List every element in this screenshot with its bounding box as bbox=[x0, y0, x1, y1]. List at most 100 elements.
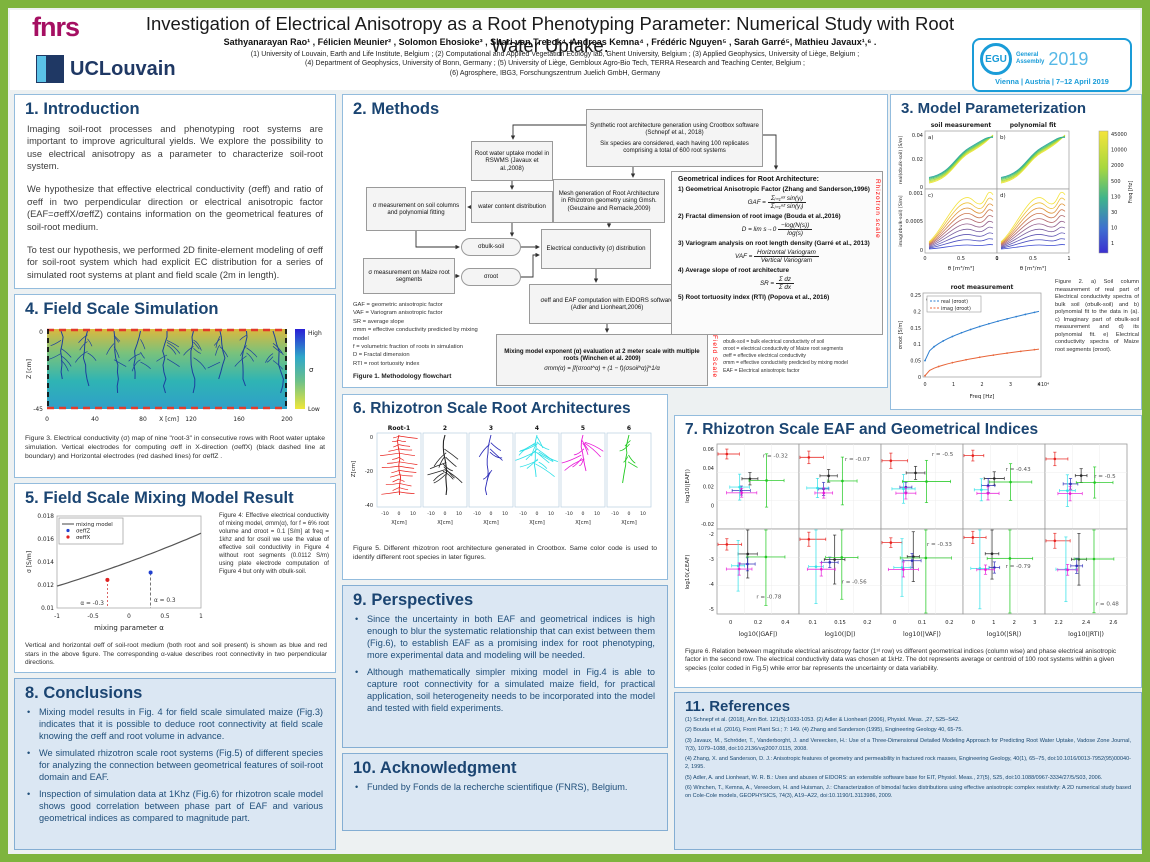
svg-text:X[cm]: X[cm] bbox=[575, 520, 591, 526]
svg-text:3: 3 bbox=[489, 425, 493, 432]
figure6-scatter-grid: log10(|EAF|) log10(∠EAF) 0.06 0.04 0.02 0 -0.0… bbox=[684, 443, 1128, 638]
svg-text:-10: -10 bbox=[381, 511, 389, 517]
perspectives-title: 9. Perspectives bbox=[353, 591, 474, 609]
svg-text:10: 10 bbox=[640, 511, 646, 517]
index-item: 2) Fractal dimension of root image (Boud… bbox=[678, 213, 841, 237]
svg-text:r = -0.78: r = -0.78 bbox=[756, 595, 781, 601]
svg-text:4: 4 bbox=[1037, 382, 1040, 388]
svg-text:2.6: 2.6 bbox=[1109, 620, 1117, 626]
ack-bullet: Funded by Fonds de la recherche scientif… bbox=[343, 780, 667, 797]
svg-text:1: 1 bbox=[1067, 256, 1070, 262]
methods-title: 2. Methods bbox=[353, 100, 440, 118]
svg-text:1: 1 bbox=[199, 614, 203, 620]
svg-text:mixing model: mixing model bbox=[76, 522, 113, 528]
svg-text:2.4: 2.4 bbox=[1082, 620, 1091, 626]
svg-text:0.02: 0.02 bbox=[703, 485, 714, 491]
svg-text:log10(|EAF|): log10(|EAF|) bbox=[685, 469, 691, 503]
svg-text:0.2: 0.2 bbox=[754, 620, 762, 626]
fnrs-logo: fnrs bbox=[32, 12, 80, 42]
svg-text:-10: -10 bbox=[519, 511, 527, 517]
abbrev-line: σbulk-soil = bulk electrical conductivit… bbox=[723, 339, 825, 345]
svg-text:0: 0 bbox=[923, 382, 926, 388]
abbrev-line: VAF = Variogram anisotropic factor bbox=[353, 310, 443, 317]
svg-text:0.5: 0.5 bbox=[160, 614, 170, 620]
figure4-caption: Figure 4: Effective electrical conductiv… bbox=[219, 512, 329, 576]
reference-item: (1) Schnepf et al. (2018), Ann Bot. 121(… bbox=[685, 717, 960, 723]
abbrev-line: GAF = geometric anisotropic factor bbox=[353, 302, 443, 308]
svg-text:log10(∠EAF): log10(∠EAF) bbox=[684, 554, 691, 589]
svg-text:3: 3 bbox=[1033, 620, 1036, 626]
affiliation-line: (6) Agrosphere, IBG3, Forschungszentrum … bbox=[449, 69, 661, 77]
svg-text:α = 0.3: α = 0.3 bbox=[154, 598, 176, 604]
svg-text:0: 0 bbox=[39, 329, 43, 336]
svg-text:1: 1 bbox=[1111, 241, 1114, 247]
svg-text:real (σroot): real (σroot) bbox=[941, 299, 968, 305]
egu-year: 2019 bbox=[1048, 48, 1089, 69]
svg-text:θ [m³/m³]: θ [m³/m³] bbox=[948, 265, 974, 272]
perspectives-bullets: Since the uncertainty in both EAF and ge… bbox=[343, 612, 667, 718]
flow-maize-measurement: σ measurement on Maize root segments bbox=[363, 258, 455, 294]
section-mixing-model: 5. Field Scale Mixing Model Result 0.018… bbox=[14, 483, 336, 673]
svg-text:0.018: 0.018 bbox=[37, 514, 54, 520]
svg-text:α = -0.3: α = -0.3 bbox=[80, 601, 104, 607]
flow-conductivity-distribution: Electrical conductivity (σ) distribution bbox=[541, 229, 651, 269]
section-introduction: 1. Introduction Imaging soil-root proces… bbox=[14, 94, 336, 289]
svg-text:2: 2 bbox=[980, 382, 983, 388]
svg-text:10: 10 bbox=[594, 511, 600, 517]
svg-text:real(σbulk-soil) [S/m]: real(σbulk-soil) [S/m] bbox=[898, 136, 904, 185]
figure2-root-spectra: root measuremente)0.250.20.150.10.050σro… bbox=[898, 284, 1049, 400]
svg-text:σroot [S/m]: σroot [S/m] bbox=[898, 321, 904, 349]
svg-text:40: 40 bbox=[91, 416, 99, 423]
svg-text:r = -0.79: r = -0.79 bbox=[1006, 564, 1031, 570]
svg-text:Z [cm]: Z [cm] bbox=[26, 359, 33, 379]
svg-text:0: 0 bbox=[45, 416, 49, 423]
rhizotron-scale-label: Rhizotron scale bbox=[874, 179, 881, 239]
svg-text:0.01: 0.01 bbox=[41, 606, 54, 612]
abbrev-line: σmm = effective conductivity predicted b… bbox=[723, 360, 848, 367]
svg-text:-3: -3 bbox=[709, 557, 714, 563]
perspective-bullet: Since the uncertainty in both EAF and ge… bbox=[343, 612, 667, 665]
svg-text:X[cm]: X[cm] bbox=[621, 520, 637, 526]
svg-text:Root-1: Root-1 bbox=[388, 425, 410, 432]
svg-text:imag (σroot): imag (σroot) bbox=[941, 306, 971, 312]
flow-mixing-model: Mixing model exponent (α) evaluation at … bbox=[496, 334, 708, 386]
svg-text:2: 2 bbox=[443, 425, 447, 432]
svg-text:-5: -5 bbox=[709, 607, 714, 613]
flow-root-water-uptake: Root water uptake model in RSWMS (Javaux… bbox=[471, 141, 553, 181]
section-methods: 2. Methods Synthetic root architecture g… bbox=[342, 94, 888, 388]
section-root-architectures: 6. Rhizotron Scale Root Architectures Z[… bbox=[342, 394, 668, 580]
svg-text:30: 30 bbox=[1111, 210, 1117, 216]
svg-text:0.2: 0.2 bbox=[863, 620, 871, 626]
references-title: 11. References bbox=[685, 698, 791, 715]
svg-text:0.4: 0.4 bbox=[781, 620, 790, 626]
svg-text:500: 500 bbox=[1111, 179, 1121, 185]
svg-text:r = -0.56: r = -0.56 bbox=[842, 579, 867, 585]
svg-text:80: 80 bbox=[139, 416, 147, 423]
svg-text:0: 0 bbox=[490, 511, 493, 517]
svg-text:0.2: 0.2 bbox=[945, 620, 953, 626]
egu-circle-icon: EGU bbox=[980, 43, 1012, 75]
figure6-title: 7. Rhizotron Scale EAF and Geometrical I… bbox=[685, 421, 1039, 438]
geometrical-indices-box: Geometrical indices for Root Architectur… bbox=[671, 171, 883, 335]
poster-background: fnrs UCLouvain Investigation of Electric… bbox=[8, 8, 1142, 854]
svg-text:-10: -10 bbox=[565, 511, 573, 517]
svg-text:log10(|GAF|): log10(|GAF|) bbox=[739, 631, 778, 638]
svg-text:polynomial fit: polynomial fit bbox=[1010, 122, 1057, 129]
abbrev-line: EAF = Electrical anisotropic factor bbox=[723, 367, 800, 374]
svg-text:0.04: 0.04 bbox=[703, 466, 714, 472]
figure4-mixing-model-plot: 0.018 0.016 0.014 0.012 0.01-1 -0.5 0 0.5 1 mixin… bbox=[26, 514, 203, 632]
svg-text:r = -0.32: r = -0.32 bbox=[763, 454, 788, 460]
svg-text:4: 4 bbox=[535, 425, 539, 432]
flow-soil-measurement: σ measurement on soil columns and polyno… bbox=[366, 187, 466, 231]
svg-text:0: 0 bbox=[398, 511, 401, 517]
svg-text:0: 0 bbox=[729, 620, 732, 626]
svg-text:0: 0 bbox=[918, 375, 921, 381]
svg-text:c): c) bbox=[928, 193, 933, 199]
abbrev-line: σmm = effective conductivity predicted b… bbox=[353, 327, 478, 342]
svg-text:σ: σ bbox=[309, 366, 314, 374]
roots6-title: 6. Rhizotron Scale Root Architectures bbox=[353, 400, 631, 417]
abbrev-line: σeff = effective electrical conductivity bbox=[723, 353, 806, 360]
abbrev-line: RTI = root tortuosity index bbox=[353, 360, 420, 367]
intro-paragraph: We hypothesize that effective electrical… bbox=[27, 184, 323, 232]
